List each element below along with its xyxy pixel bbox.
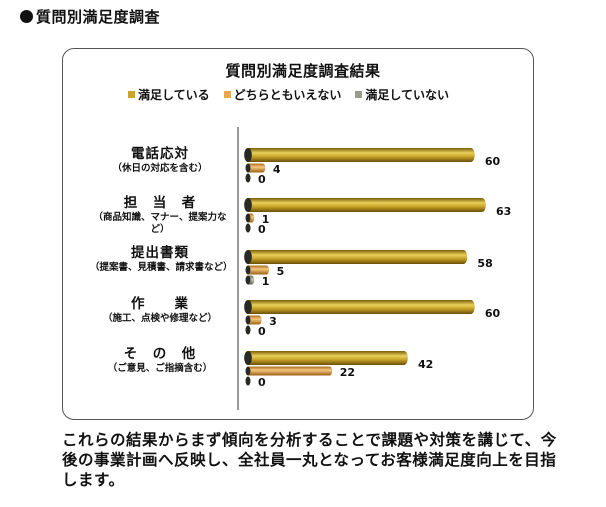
bar-neutral-base	[245, 163, 251, 173]
legend-label-neutral: どちらともいえない	[233, 88, 342, 102]
legend-label-dissatisfied: 満足していない	[365, 88, 450, 102]
legend-item-dissatisfied: 満足していない	[355, 86, 449, 103]
data-label-dissatisfied: 0	[258, 223, 266, 236]
category-label: そ の 他 （ご意見、ご指摘含む）	[90, 346, 230, 375]
section-heading-text: 質問別満足度調査	[36, 8, 161, 26]
category-label: 電話応対 （休日の対応を含む）	[90, 146, 230, 175]
legend-swatch-dissatisfied	[355, 91, 363, 98]
data-label-neutral: 3	[269, 315, 277, 328]
bar-dissatisfied	[245, 376, 251, 386]
bar-dissatisfied	[245, 325, 251, 335]
bar-dissatisfied	[245, 275, 255, 285]
bar-satisfied-body	[248, 148, 471, 162]
category-note: （商品知識、マナー、提案力など）	[93, 211, 227, 235]
category-note: （休日の対応を含む）	[112, 162, 208, 174]
category-name: 担 当 者	[123, 195, 197, 211]
bar-dissatisfied-base	[245, 325, 251, 335]
category-label: 作 業 （施工、点検や修理など）	[90, 296, 230, 325]
bar-dissatisfied-base	[245, 223, 251, 233]
data-label-satisfied: 60	[485, 307, 501, 320]
bar-neutral	[245, 315, 262, 325]
data-label-dissatisfied: 0	[258, 325, 266, 338]
category-name: 提出書類	[131, 245, 189, 261]
bar-satisfied-base	[244, 300, 252, 314]
category-name: 電話応対	[131, 146, 189, 162]
bar-neutral-base	[245, 265, 251, 275]
bar-satisfied-cap	[459, 250, 468, 264]
bar-satisfied-base	[244, 351, 252, 365]
bar-neutral-base	[245, 213, 251, 223]
bar-neutral	[245, 163, 266, 173]
legend-label-satisfied: 満足している	[138, 88, 210, 102]
data-label-dissatisfied: 0	[258, 376, 266, 389]
bar-neutral	[245, 265, 270, 275]
bar-satisfied-body	[248, 198, 482, 212]
bar-dissatisfied-cap	[249, 275, 255, 285]
bar-neutral-body	[248, 315, 260, 325]
bar-dissatisfied	[245, 173, 251, 183]
bar-satisfied-cap	[467, 300, 475, 314]
category-label: 担 当 者 （商品知識、マナー、提案力など）	[90, 195, 230, 236]
bar-neutral-body	[248, 265, 267, 275]
category-label: 提出書類 （提案書、見積書、請求書など）	[90, 245, 233, 274]
bar-neutral-base	[245, 366, 251, 376]
bullet-icon	[20, 10, 33, 23]
bar-neutral-base	[245, 315, 251, 325]
bar-dissatisfied	[245, 223, 251, 233]
data-label-dissatisfied: 1	[262, 275, 270, 288]
bar-satisfied-cap	[400, 351, 408, 365]
data-label-neutral: 22	[340, 366, 355, 379]
bar-satisfied	[244, 148, 475, 162]
bar-satisfied-body	[248, 300, 471, 314]
data-label-satisfied: 63	[496, 205, 511, 218]
category-note: （施工、点検や修理など）	[102, 312, 217, 324]
bar-neutral-cap	[327, 366, 333, 376]
bar-satisfied-body	[248, 351, 404, 365]
bar-neutral	[245, 366, 333, 376]
category-note: （ご意見、ご指摘含む）	[107, 362, 213, 374]
bar-satisfied-body	[248, 250, 464, 264]
bar-satisfied-base	[244, 250, 252, 264]
legend-item-satisfied: 満足している	[128, 86, 210, 103]
bar-neutral	[245, 213, 255, 223]
legend-swatch-satisfied	[128, 91, 135, 98]
bar-satisfied	[244, 198, 486, 212]
bar-satisfied-cap	[478, 198, 486, 212]
section-heading: 質問別満足度調査	[20, 6, 160, 27]
bar-neutral-body	[248, 163, 263, 173]
bar-satisfied-base	[244, 148, 252, 162]
bar-dissatisfied-base	[245, 173, 251, 183]
legend-item-neutral: どちらともいえない	[223, 86, 342, 103]
category-name: 作 業	[131, 296, 189, 312]
data-label-dissatisfied: 0	[258, 173, 266, 186]
data-label-neutral: 1	[262, 213, 270, 226]
bar-dissatisfied-base	[245, 275, 251, 285]
data-label-neutral: 4	[273, 163, 281, 176]
category-note: （提案書、見積書、請求書など）	[90, 261, 233, 273]
bar-satisfied-base	[244, 198, 252, 212]
chart-legend: 満足している どちらともいえない 満足していない	[128, 86, 449, 103]
bar-neutral-cap	[260, 163, 266, 173]
bar-satisfied	[244, 300, 475, 314]
bar-neutral-body	[248, 366, 330, 376]
closing-message: これらの結果からまず傾向を分析することで課題や対策を講じて、今後の事業計画へ反映…	[62, 431, 557, 489]
data-label-satisfied: 58	[477, 257, 492, 270]
category-name: そ の 他	[123, 346, 197, 362]
bar-neutral-cap	[264, 265, 270, 275]
legend-swatch-neutral	[223, 91, 231, 98]
chart-frame	[62, 48, 534, 420]
bar-satisfied	[244, 250, 468, 264]
bar-satisfied	[244, 351, 408, 365]
data-label-satisfied: 42	[418, 358, 433, 371]
chart-title: 質問別満足度調査結果	[225, 62, 381, 80]
bar-satisfied-cap	[467, 148, 475, 162]
bar-neutral-cap	[249, 213, 255, 223]
bar-neutral-cap	[256, 315, 262, 325]
bar-dissatisfied-base	[245, 376, 251, 386]
data-label-neutral: 5	[277, 265, 285, 278]
data-label-satisfied: 60	[485, 155, 501, 168]
